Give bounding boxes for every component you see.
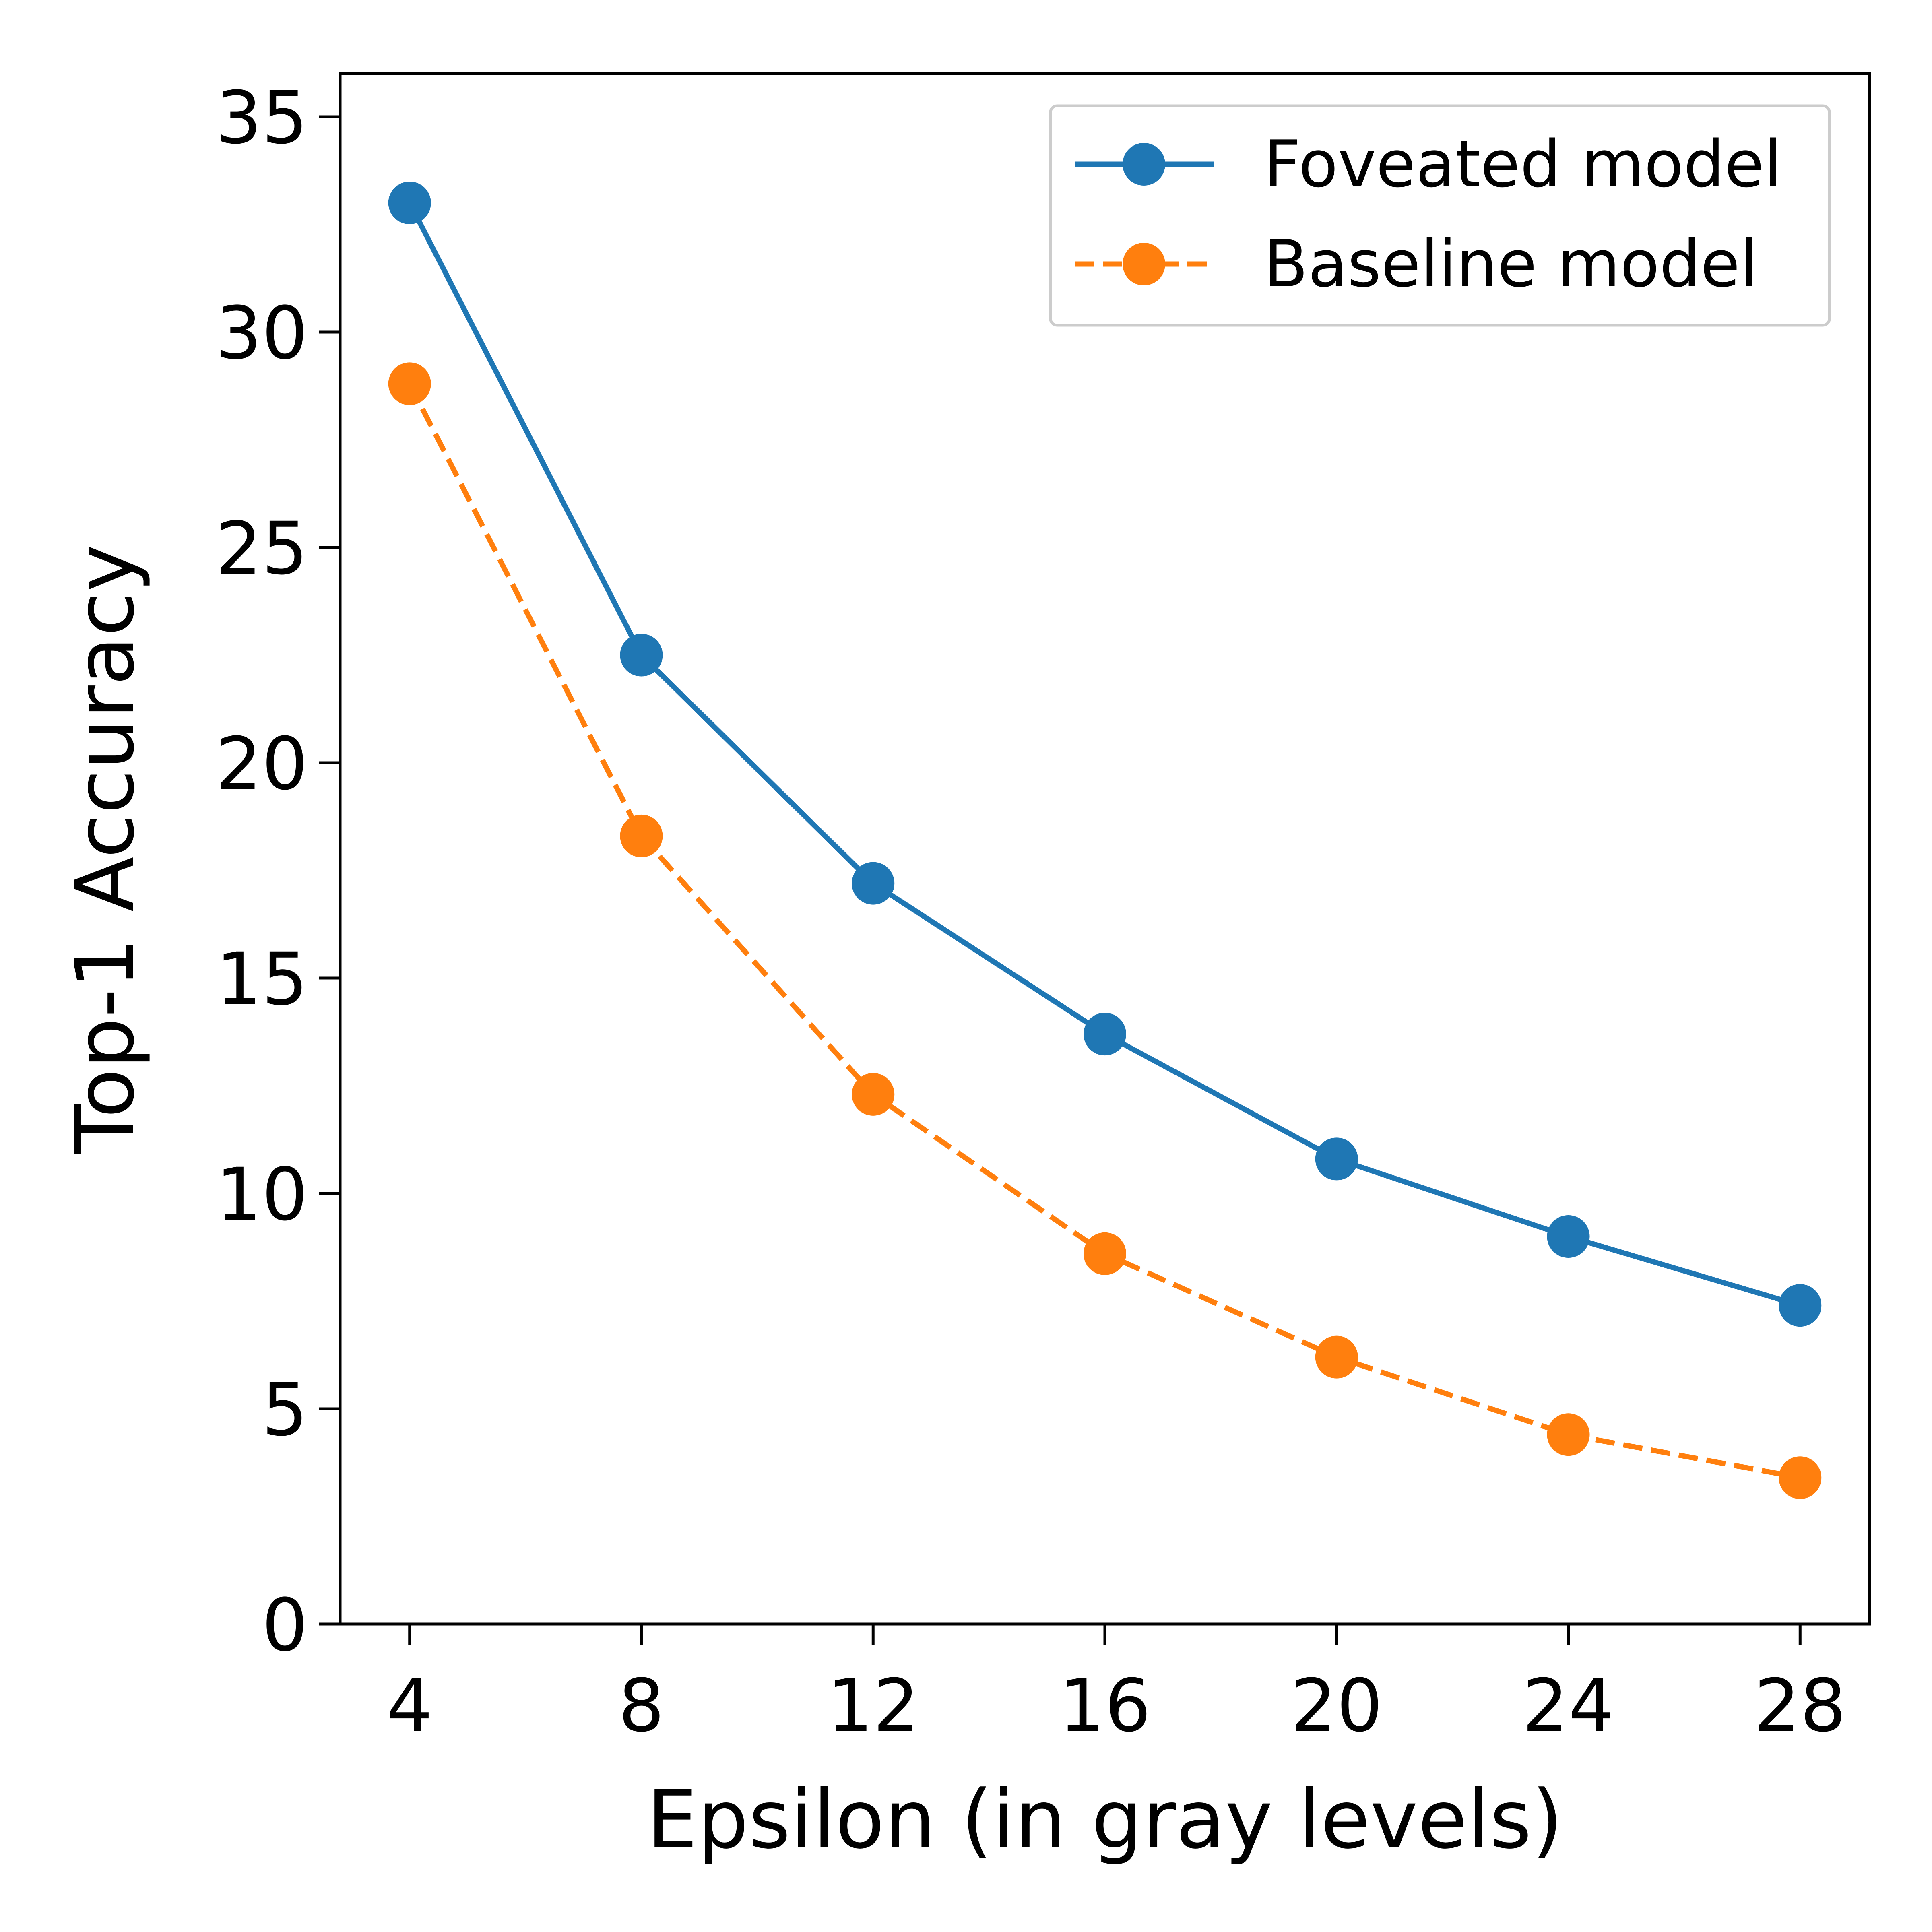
- series-0-point: [1315, 1137, 1358, 1181]
- series-0-point: [852, 862, 895, 905]
- x-tick-label: 4: [386, 1664, 433, 1748]
- series-1-point: [1084, 1232, 1126, 1275]
- series-1-point: [620, 814, 663, 857]
- series-0-point: [620, 634, 663, 677]
- legend-box: [1049, 104, 1831, 327]
- series-0-point: [1779, 1284, 1822, 1327]
- series-0-point: [388, 182, 431, 224]
- x-tick-label: 12: [827, 1664, 919, 1748]
- legend-marker-1: [1123, 243, 1165, 285]
- x-tick-label: 28: [1754, 1664, 1846, 1748]
- x-tick-label: 8: [618, 1664, 665, 1748]
- legend: Foveated model Baseline model: [1049, 104, 1831, 327]
- series-1-point: [388, 362, 431, 405]
- series-1-point: [1547, 1413, 1590, 1456]
- legend-label-0: Foveated model: [1264, 126, 1782, 202]
- x-tick-label: 20: [1290, 1664, 1383, 1748]
- series-0-point: [1547, 1215, 1590, 1258]
- y-tick-label: 15: [216, 937, 308, 1022]
- y-tick-label: 35: [216, 76, 308, 160]
- series-1-point: [852, 1073, 895, 1116]
- legend-marker-0: [1123, 143, 1165, 186]
- series-0-point: [1084, 1013, 1126, 1056]
- series-line-1: [407, 382, 1801, 1480]
- y-tick-label: 10: [216, 1153, 308, 1237]
- y-tick-label: 30: [216, 291, 308, 376]
- x-axis-label: Epsilon (in gray levels): [647, 1773, 1563, 1867]
- y-axis-label: Top-1 Accuracy: [58, 544, 152, 1154]
- x-tick-label: 24: [1522, 1664, 1614, 1748]
- x-tick-label: 16: [1059, 1664, 1151, 1748]
- y-tick-label: 20: [216, 722, 308, 806]
- series-line-0: [407, 202, 1801, 1308]
- y-tick-label: 0: [262, 1583, 308, 1668]
- series-1-point: [1779, 1456, 1822, 1499]
- series-1-point: [1315, 1335, 1358, 1379]
- legend-label-1: Baseline model: [1264, 226, 1758, 301]
- y-tick-label: 25: [216, 507, 308, 591]
- y-tick-label: 5: [262, 1368, 308, 1452]
